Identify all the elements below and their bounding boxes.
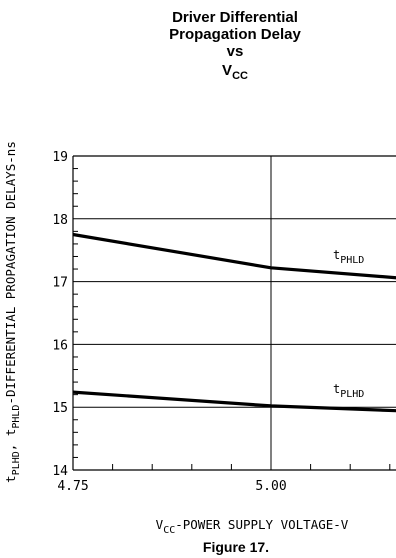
chart-title-line2: Propagation Delay bbox=[169, 26, 301, 43]
chart-title-line3: vs bbox=[227, 43, 244, 60]
chart-title-v: V bbox=[222, 62, 232, 79]
figure-caption: Figure 17. bbox=[203, 539, 269, 555]
y-tick-label-4: 18 bbox=[52, 213, 68, 228]
x-tick-label-1: 5.00 bbox=[255, 479, 286, 494]
x-tick-label-0: 4.75 bbox=[57, 479, 88, 494]
y-tick-label-2: 16 bbox=[52, 338, 68, 353]
series-line-phld bbox=[72, 232, 396, 280]
chart-title-line4: VCC bbox=[222, 62, 248, 82]
y-tick-label-5: 19 bbox=[52, 150, 68, 165]
series-line-plhd bbox=[72, 390, 396, 413]
series-label-phld: tPHLD bbox=[333, 248, 364, 266]
chart-title-cc: CC bbox=[232, 70, 248, 82]
x-axis-label: VCC-POWER SUPPLY VOLTAGE-V bbox=[156, 517, 349, 536]
series-label-plhd: tPLHD bbox=[333, 382, 364, 400]
y-tick-label-3: 17 bbox=[52, 276, 68, 291]
y-tick-label-1: 15 bbox=[52, 401, 68, 416]
y-tick-label-0: 14 bbox=[52, 464, 68, 479]
chart-title-line1: Driver Differential bbox=[172, 9, 298, 26]
y-axis-label: tPLHD, tPHLD-DIFFERENTIAL PROPAGATION DE… bbox=[3, 141, 22, 483]
